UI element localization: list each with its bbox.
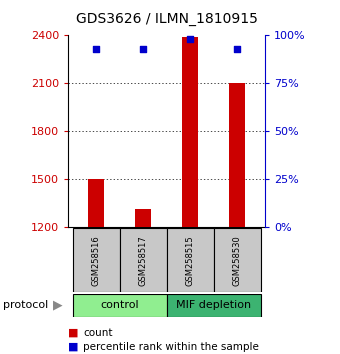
Text: ▶: ▶ bbox=[53, 299, 63, 312]
Text: control: control bbox=[100, 300, 139, 310]
Text: GSM258516: GSM258516 bbox=[92, 235, 101, 286]
Text: GSM258517: GSM258517 bbox=[139, 235, 148, 286]
Point bbox=[187, 36, 193, 42]
Text: MIF depletion: MIF depletion bbox=[176, 300, 251, 310]
Text: percentile rank within the sample: percentile rank within the sample bbox=[83, 342, 259, 352]
Text: GSM258515: GSM258515 bbox=[186, 235, 194, 286]
Point bbox=[140, 46, 146, 52]
Bar bbox=[167, 294, 260, 317]
Text: ■: ■ bbox=[68, 342, 79, 352]
Bar bbox=[214, 228, 260, 292]
Bar bbox=[182, 37, 198, 227]
Text: count: count bbox=[83, 328, 113, 338]
Text: GSM258530: GSM258530 bbox=[233, 235, 241, 286]
Point bbox=[94, 46, 99, 52]
Text: ■: ■ bbox=[68, 328, 79, 338]
Bar bbox=[229, 83, 245, 227]
Bar bbox=[120, 228, 167, 292]
Bar bbox=[73, 228, 120, 292]
Bar bbox=[88, 179, 104, 227]
Point bbox=[234, 46, 240, 52]
Bar bbox=[73, 294, 167, 317]
Text: protocol: protocol bbox=[3, 300, 49, 310]
Bar bbox=[135, 209, 151, 227]
Bar bbox=[167, 228, 214, 292]
Text: GDS3626 / ILMN_1810915: GDS3626 / ILMN_1810915 bbox=[76, 12, 257, 27]
